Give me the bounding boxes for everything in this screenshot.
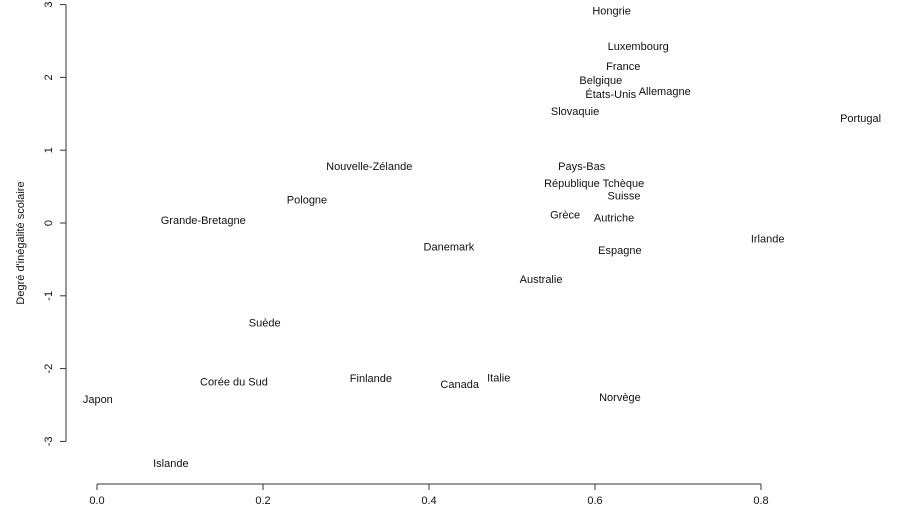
point-label: Italie [487,372,510,384]
point-label: Danemark [424,241,475,253]
x-tick-label: 0.8 [753,495,768,507]
point-label: Nouvelle-Zélande [326,161,412,173]
point-label: Suède [249,318,281,330]
y-axis-label: Degré d'inégalité scolaire [15,181,27,304]
x-tick-label: 0.0 [89,495,104,507]
y-tick-label: 3 [43,2,55,8]
point-label: Espagne [598,245,641,257]
point-label: Suisse [608,190,641,202]
point-label: Hongrie [592,5,631,17]
point-label: Grèce [550,209,580,221]
point-label: Luxembourg [608,41,669,53]
point-label: République Tchèque [544,178,644,190]
y-tick-label: -3 [43,437,55,447]
point-label: Japon [83,394,113,406]
point-label: Portugal [840,113,881,125]
point-label: Slovaquie [551,106,599,118]
point-label: Islande [153,458,188,470]
y-tick-label: 0 [43,220,55,226]
point-label: Canada [440,379,479,391]
y-tick-label: 2 [43,74,55,80]
point-label: Belgique [579,75,622,87]
point-label: Pologne [287,195,327,207]
point-label: France [606,61,640,73]
y-tick-label: -2 [43,364,55,374]
point-label: Norvège [599,392,641,404]
axes: 0.0 0.2 0.4 0.6 0.8 -3 -2 -1 0 1 2 3 [43,2,769,507]
point-label: Autriche [594,212,634,224]
point-label: Corée du Sud [200,377,268,389]
x-tick-label: 0.2 [255,495,270,507]
point-label: États-Unis [585,88,636,101]
point-labels: Hongrie Luxembourg France États-Unis Allemag… [83,5,881,470]
point-label: Grande-Bretagne [161,215,246,227]
x-tick-label: 0.4 [421,495,436,507]
point-label: Australie [520,274,563,286]
y-tick-label: -1 [43,291,55,301]
x-tick-label: 0.6 [587,495,602,507]
point-label: Irlande [751,233,785,245]
point-label: Finlande [350,373,392,385]
point-label: Allemagne [639,86,691,98]
point-label: Pays-Bas [558,161,606,173]
y-tick-label: 1 [43,147,55,153]
